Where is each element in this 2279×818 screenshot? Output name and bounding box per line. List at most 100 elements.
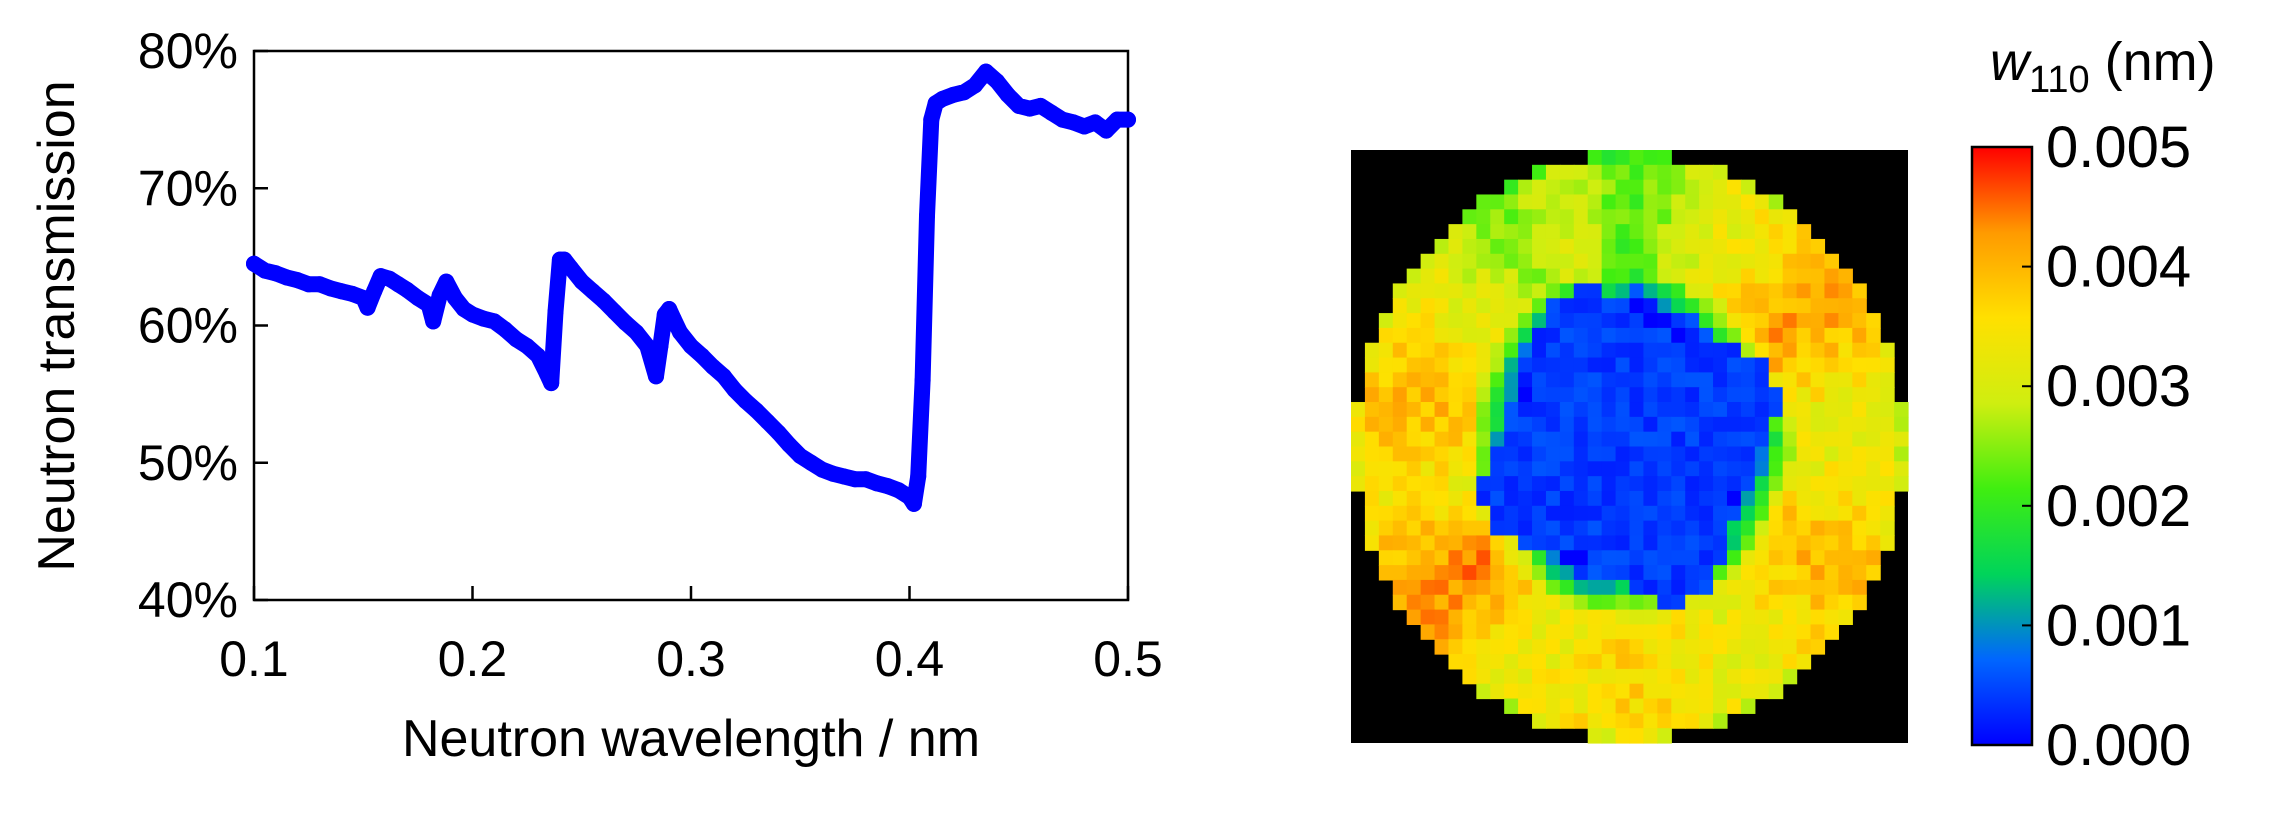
heatmap-cell bbox=[1601, 654, 1617, 670]
heatmap-cell bbox=[1490, 668, 1505, 685]
heatmap-cell bbox=[1392, 594, 1408, 611]
heatmap-cell bbox=[1559, 179, 1575, 196]
heatmap-cell bbox=[1448, 268, 1463, 285]
heatmap-cell bbox=[1406, 535, 1422, 551]
heatmap-cell bbox=[1490, 313, 1505, 329]
colorbar-tick-label: 0.004 bbox=[2046, 235, 2191, 300]
heatmap-cell bbox=[1615, 431, 1631, 448]
heatmap-cell bbox=[1713, 164, 1728, 181]
colorbar-tick-label: 0.005 bbox=[2046, 115, 2191, 180]
heatmap-cell bbox=[1824, 535, 1839, 551]
heatmap-cell bbox=[1629, 357, 1645, 373]
heatmap-cell bbox=[1629, 713, 1645, 729]
heatmap-cell bbox=[1685, 520, 1700, 537]
data-point bbox=[573, 273, 590, 290]
heatmap-cell bbox=[1364, 372, 1380, 388]
heatmap-cell bbox=[1462, 357, 1477, 373]
heatmap-cell bbox=[1643, 594, 1658, 611]
heatmap-cell bbox=[1532, 535, 1547, 551]
heatmap-cell bbox=[1796, 565, 1812, 581]
heatmap-cell bbox=[1518, 609, 1533, 625]
heatmap-cell bbox=[1657, 416, 1672, 433]
heatmap-cell bbox=[1866, 535, 1881, 551]
heatmap-cell bbox=[1740, 298, 1756, 314]
heatmap-cell bbox=[1838, 594, 1853, 611]
heatmap-cell bbox=[1448, 224, 1463, 240]
heatmap-cell bbox=[1476, 668, 1491, 685]
heatmap-cell bbox=[1601, 461, 1617, 477]
heatmap-cell bbox=[1545, 298, 1561, 314]
heatmap-cell bbox=[1657, 387, 1672, 403]
heatmap-cell bbox=[1740, 624, 1756, 640]
data-point bbox=[497, 321, 514, 338]
heatmap-cell bbox=[1824, 594, 1839, 611]
y-tick-label: 40% bbox=[138, 572, 238, 628]
heatmap-cell bbox=[1364, 357, 1380, 373]
heatmap-cell bbox=[1754, 327, 1770, 344]
heatmap-cell bbox=[1504, 224, 1519, 240]
heatmap-cell bbox=[1462, 298, 1477, 314]
heatmap-cell bbox=[1532, 179, 1547, 196]
heatmap-cell bbox=[1532, 565, 1547, 581]
heatmap-cell bbox=[1573, 402, 1589, 418]
heatmap-cell bbox=[1740, 639, 1756, 655]
heatmap-cell bbox=[1740, 594, 1756, 611]
heatmap-cell bbox=[1713, 624, 1728, 640]
heatmap-cell bbox=[1434, 550, 1450, 566]
heatmap-cell bbox=[1448, 624, 1463, 640]
heatmap-cell bbox=[1504, 505, 1519, 522]
heatmap-cell bbox=[1671, 402, 1686, 418]
colorbar-gradient bbox=[1970, 145, 2034, 747]
x-tick-label: 0.3 bbox=[656, 631, 726, 687]
heatmap-cell bbox=[1866, 416, 1881, 433]
heatmap-cell bbox=[1462, 624, 1477, 640]
heatmap-cell bbox=[1378, 505, 1394, 522]
heatmap-cell bbox=[1420, 268, 1436, 285]
heatmap-cell bbox=[1615, 313, 1631, 329]
heatmap-cell bbox=[1532, 639, 1547, 655]
data-point bbox=[447, 290, 463, 306]
heatmap-cell bbox=[1573, 550, 1589, 566]
heatmap-cell bbox=[1629, 298, 1645, 314]
heatmap-cell bbox=[1657, 550, 1672, 566]
heatmap-cell bbox=[1726, 179, 1742, 196]
heatmap-cell bbox=[1448, 327, 1463, 344]
heatmap-cell bbox=[1671, 654, 1686, 670]
data-point bbox=[595, 292, 612, 309]
heatmap-cell bbox=[1657, 194, 1672, 210]
heatmap-cell bbox=[1364, 416, 1380, 433]
heatmap-cell bbox=[1754, 579, 1770, 596]
heatmap-cell bbox=[1754, 565, 1770, 581]
heatmap-cell bbox=[1518, 402, 1533, 418]
heatmap-cell bbox=[1448, 253, 1463, 270]
heatmap-cell bbox=[1420, 550, 1436, 566]
heatmap-cell bbox=[1490, 431, 1505, 448]
heatmap-cell bbox=[1559, 490, 1575, 507]
heatmap-cell bbox=[1824, 446, 1839, 462]
heatmap-cell bbox=[1810, 298, 1826, 314]
heatmap-cell bbox=[1434, 268, 1450, 285]
heatmap-cell bbox=[1448, 238, 1463, 255]
heatmap-cell bbox=[1448, 283, 1463, 299]
heatmap-cell bbox=[1559, 416, 1575, 433]
heatmap-cell bbox=[1685, 416, 1700, 433]
heatmap-cell bbox=[1699, 609, 1714, 625]
heatmap-cell bbox=[1713, 654, 1728, 670]
heatmap-cell bbox=[1601, 164, 1617, 181]
heatmap-cell bbox=[1615, 624, 1631, 640]
heatmap-cell bbox=[1726, 490, 1742, 507]
heatmap-cell bbox=[1587, 253, 1603, 270]
data-point bbox=[425, 313, 442, 330]
heatmap-cell bbox=[1685, 490, 1700, 507]
heatmap-cell bbox=[1518, 268, 1533, 285]
heatmap-cell bbox=[1796, 298, 1812, 314]
heatmap-cell bbox=[1532, 416, 1547, 433]
data-point bbox=[999, 86, 1016, 103]
heatmap-cell bbox=[1476, 431, 1491, 448]
heatmap-cell bbox=[1713, 639, 1728, 655]
heatmap-cell bbox=[1880, 520, 1895, 537]
heatmap-cell bbox=[1768, 238, 1784, 255]
heatmap-cell bbox=[1518, 461, 1533, 477]
heatmap-cell bbox=[1532, 490, 1547, 507]
heatmap-cell bbox=[1894, 446, 1909, 462]
